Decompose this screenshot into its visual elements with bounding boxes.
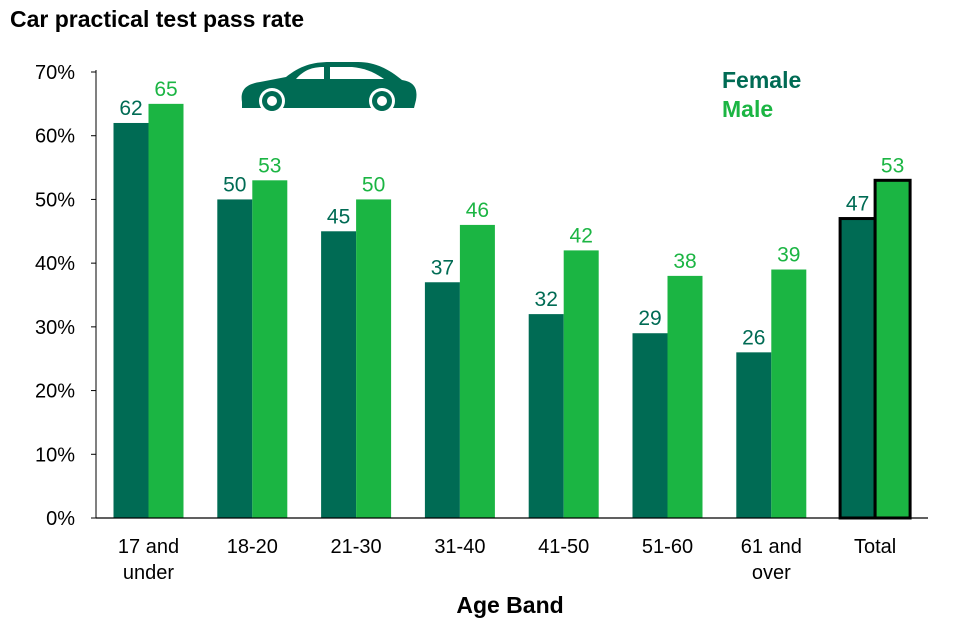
bar-male: [563, 250, 599, 518]
bar-female: [528, 314, 564, 518]
data-label-male: 42: [570, 224, 593, 247]
y-tick-label: 50%: [35, 189, 75, 211]
data-label-female: 26: [742, 326, 765, 349]
x-axis: 17 and under 18-20 21-30 31-40 41-50 51-60 61 a…: [96, 517, 928, 584]
bar-male: [667, 275, 703, 518]
y-tick-label: 40%: [35, 253, 75, 275]
y-tick-label: 70%: [35, 62, 75, 84]
data-label-female: 37: [431, 256, 454, 279]
bar-male: [148, 103, 184, 518]
data-label-male: 50: [362, 173, 385, 196]
legend-item-male: Male: [722, 96, 774, 122]
bar-female: [113, 122, 149, 518]
data-labels: 62 65 50 53 45 50 37 46 32 42 29 38 26 39 47 53: [119, 78, 904, 349]
data-label-female: 32: [535, 288, 558, 311]
data-label-male: 39: [777, 244, 800, 267]
data-label-female: 47: [846, 193, 869, 216]
data-label-male: 53: [258, 154, 281, 177]
y-tick-label: 0%: [46, 508, 75, 530]
bar-female: [424, 282, 460, 518]
bar-male: [252, 180, 288, 519]
x-tick-label: 17 and under: [118, 536, 179, 584]
y-tick-label: 20%: [35, 381, 75, 403]
data-label-male: 38: [673, 250, 696, 273]
bar-female: [217, 199, 253, 518]
bar-male: [873, 178, 912, 520]
data-label-female: 62: [119, 97, 142, 120]
data-label-male: 46: [466, 199, 489, 222]
bar-male: [459, 224, 495, 518]
x-tick-label: 41-50: [538, 536, 589, 558]
data-label-male: 53: [881, 154, 904, 177]
y-tick-label: 10%: [35, 444, 75, 466]
bar-male: [771, 269, 807, 518]
data-label-male: 65: [154, 78, 177, 101]
bar-female: [632, 333, 668, 518]
legend: Female Male: [722, 66, 801, 124]
x-tick-label: 61 and over: [741, 536, 802, 584]
data-label-female: 45: [327, 205, 350, 228]
bar-female: [736, 352, 772, 518]
bar-female: [321, 231, 357, 519]
y-tick-label: 60%: [35, 126, 75, 148]
bar-male: [356, 199, 392, 518]
x-tick-label: 18-20: [227, 536, 278, 558]
x-axis-title: Age Band: [456, 592, 564, 618]
car-icon: [241, 62, 417, 114]
y-tick-label: 30%: [35, 317, 75, 339]
data-label-female: 50: [223, 173, 246, 196]
y-axis: 0% 10% 20% 30% 40% 50% 60% 70%: [35, 62, 97, 530]
legend-item-female: Female: [722, 67, 802, 93]
bars: [113, 103, 912, 520]
x-tick-label: 51-60: [642, 536, 693, 558]
x-tick-label: 21-30: [331, 536, 382, 558]
chart-title: Car practical test pass rate: [10, 6, 305, 32]
x-tick-label: Total: [854, 536, 896, 558]
x-tick-label: 31-40: [434, 536, 485, 558]
data-label-female: 29: [638, 307, 661, 330]
bar-female: [838, 217, 877, 520]
